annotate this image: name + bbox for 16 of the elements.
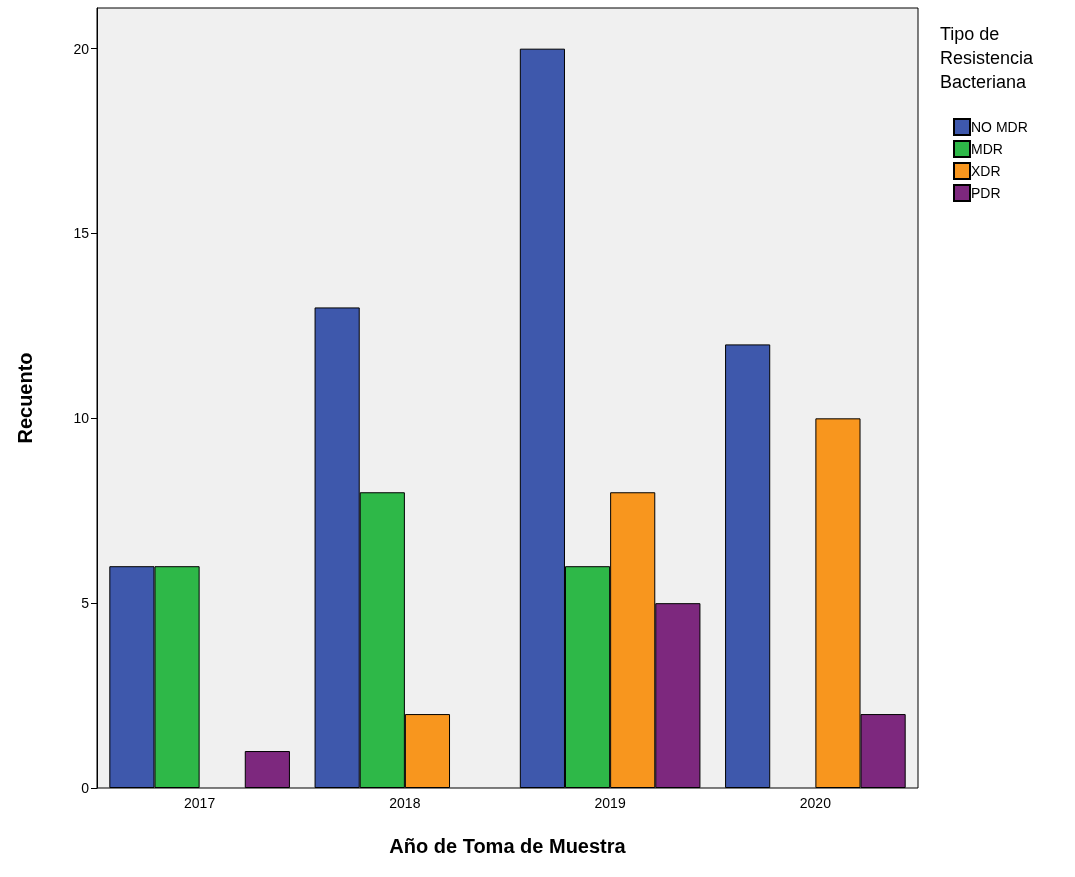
y-tick-label: 20 — [73, 40, 90, 57]
y-tick-label: 15 — [73, 225, 90, 242]
legend-label: XDR — [971, 163, 1001, 179]
legend-label: NO MDR — [971, 119, 1028, 135]
legend-label: PDR — [971, 185, 1001, 201]
x-axis-title: Año de Toma de Muestra — [389, 835, 627, 857]
x-tick-label: 2018 — [389, 795, 421, 811]
x-tick-label: 2020 — [799, 795, 832, 811]
legend-title: Tipo de Resistencia Bacteriana — [940, 24, 1039, 92]
x-tick-label: 2019 — [594, 795, 626, 811]
legend-label: MDR — [971, 141, 1003, 157]
y-tick-label: 5 — [81, 595, 90, 612]
y-axis-title: Recuento — [14, 352, 36, 444]
y-tick-label: 10 — [73, 410, 90, 427]
y-tick-label: 0 — [81, 780, 90, 796]
x-tick-label: 2017 — [184, 795, 216, 811]
